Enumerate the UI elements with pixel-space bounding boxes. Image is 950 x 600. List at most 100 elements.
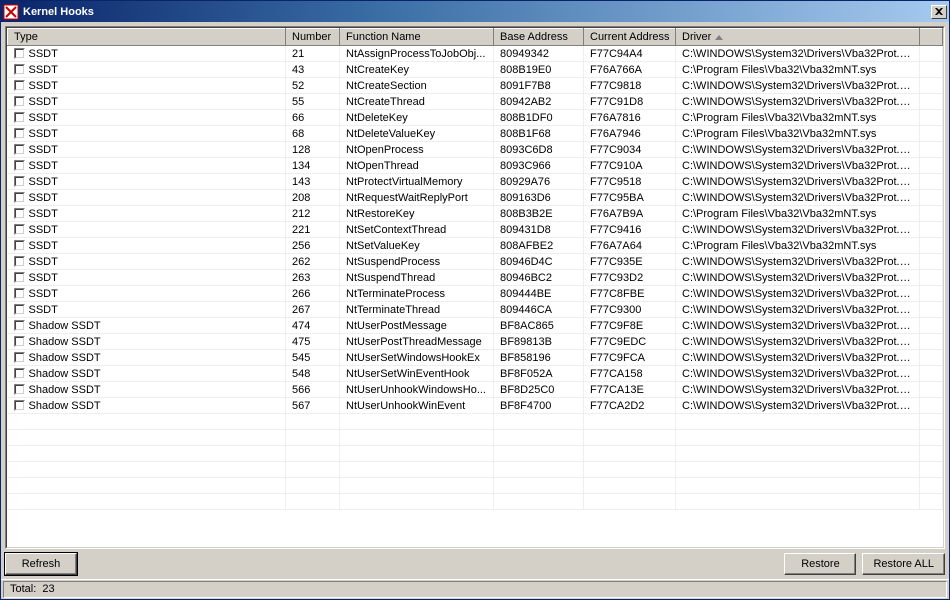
checkbox-icon[interactable] — [14, 256, 25, 267]
cell-type-text: SSDT — [29, 48, 58, 60]
table-row[interactable]: SSDT43NtCreateKey808B19E0F76A766AC:\Prog… — [8, 62, 943, 78]
listview-border-inner: Type Number Function Name Base Address C… — [6, 27, 944, 548]
cell-driver: C:\WINDOWS\System32\Drivers\Vba32Prot.sy… — [676, 270, 920, 286]
checkbox-icon[interactable] — [14, 160, 25, 171]
checkbox-icon[interactable] — [14, 208, 25, 219]
checkbox-icon[interactable] — [14, 176, 25, 187]
cell-tail — [920, 126, 943, 142]
listview-border-outer: Type Number Function Name Base Address C… — [5, 26, 945, 549]
checkbox-icon[interactable] — [14, 368, 25, 379]
cell-current-address: F76A7B9A — [584, 206, 676, 222]
sort-asc-icon — [715, 35, 723, 40]
table-row[interactable]: SSDT266NtTerminateProcess809444BEF77C8FB… — [8, 286, 943, 302]
cell-type-text: SSDT — [29, 128, 58, 140]
table-row[interactable]: SSDT263NtSuspendThread80946BC2F77C93D2C:… — [8, 270, 943, 286]
cell-current-address: F77C9818 — [584, 78, 676, 94]
cell-current-address: F77C910A — [584, 158, 676, 174]
cell-number: 567 — [286, 398, 340, 414]
close-icon — [935, 8, 943, 15]
table-row[interactable]: SSDT52NtCreateSection8091F7B8F77C9818C:\… — [8, 78, 943, 94]
checkbox-icon[interactable] — [14, 288, 25, 299]
refresh-button[interactable]: Refresh — [5, 553, 77, 575]
checkbox-icon[interactable] — [14, 320, 25, 331]
column-header-function-name[interactable]: Function Name — [340, 29, 494, 46]
cell-current-address: F77C9034 — [584, 142, 676, 158]
cell-base-address: 809444BE — [494, 286, 584, 302]
table-row[interactable]: SSDT55NtCreateThread80942AB2F77C91D8C:\W… — [8, 94, 943, 110]
restore-button[interactable]: Restore — [784, 553, 856, 575]
table-row[interactable]: SSDT208NtRequestWaitReplyPort809163D6F77… — [8, 190, 943, 206]
checkbox-icon[interactable] — [14, 48, 25, 59]
restore-all-button[interactable]: Restore ALL — [862, 553, 945, 575]
checkbox-icon[interactable] — [14, 352, 25, 363]
cell-driver: C:\WINDOWS\System32\Drivers\Vba32Prot.sy… — [676, 286, 920, 302]
cell-function-name: NtUserSetWindowsHookEx — [340, 350, 494, 366]
checkbox-icon[interactable] — [14, 112, 25, 123]
checkbox-icon[interactable] — [14, 128, 25, 139]
table-row[interactable]: SSDT143NtProtectVirtualMemory80929A76F77… — [8, 174, 943, 190]
column-header-driver[interactable]: Driver — [676, 29, 920, 46]
column-header-number[interactable]: Number — [286, 29, 340, 46]
checkbox-icon[interactable] — [14, 400, 25, 411]
column-header-base-address[interactable]: Base Address — [494, 29, 584, 46]
table-row[interactable]: SSDT134NtOpenThread8093C966F77C910AC:\WI… — [8, 158, 943, 174]
table-row[interactable]: SSDT128NtOpenProcess8093C6D8F77C9034C:\W… — [8, 142, 943, 158]
table-row[interactable]: Shadow SSDT548NtUserSetWinEventHookBF8F0… — [8, 366, 943, 382]
cell-current-address: F77C91D8 — [584, 94, 676, 110]
cell-number: 267 — [286, 302, 340, 318]
cell-base-address: 8093C966 — [494, 158, 584, 174]
table-row[interactable]: Shadow SSDT566NtUserUnhookWindowsHo...BF… — [8, 382, 943, 398]
checkbox-icon[interactable] — [14, 96, 25, 107]
column-header-current-address[interactable]: Current Address — [584, 29, 676, 46]
cell-driver: C:\WINDOWS\System32\Drivers\Vba32Prot.sy… — [676, 94, 920, 110]
cell-tail — [920, 302, 943, 318]
checkbox-icon[interactable] — [14, 224, 25, 235]
column-header-driver-label: Driver — [682, 31, 711, 43]
checkbox-icon[interactable] — [14, 384, 25, 395]
table-row[interactable]: SSDT221NtSetContextThread809431D8F77C941… — [8, 222, 943, 238]
checkbox-icon[interactable] — [14, 64, 25, 75]
hooks-table: Type Number Function Name Base Address C… — [7, 28, 943, 510]
cell-driver: C:\Program Files\Vba32\Vba32mNT.sys — [676, 62, 920, 78]
table-row[interactable]: Shadow SSDT475NtUserPostThreadMessageBF8… — [8, 334, 943, 350]
column-header-base-label: Base Address — [500, 31, 568, 43]
cell-base-address: 809163D6 — [494, 190, 584, 206]
close-button[interactable] — [931, 5, 947, 19]
cell-type: SSDT — [8, 286, 286, 302]
checkbox-icon[interactable] — [14, 80, 25, 91]
cell-type-text: SSDT — [29, 112, 58, 124]
checkbox-icon[interactable] — [14, 192, 25, 203]
cell-tail — [920, 238, 943, 254]
table-row[interactable]: Shadow SSDT567NtUserUnhookWinEventBF8F47… — [8, 398, 943, 414]
cell-base-address: 808B3B2E — [494, 206, 584, 222]
cell-tail — [920, 382, 943, 398]
cell-current-address: F76A7A64 — [584, 238, 676, 254]
column-header-type[interactable]: Type — [8, 29, 286, 46]
checkbox-icon[interactable] — [14, 144, 25, 155]
titlebar[interactable]: Kernel Hooks — [1, 1, 949, 22]
checkbox-icon[interactable] — [14, 272, 25, 283]
table-row[interactable]: Shadow SSDT545NtUserSetWindowsHookExBF85… — [8, 350, 943, 366]
table-row[interactable]: SSDT256NtSetValueKey808AFBE2F76A7A64C:\P… — [8, 238, 943, 254]
checkbox-icon[interactable] — [14, 240, 25, 251]
cell-tail — [920, 174, 943, 190]
column-header-tail[interactable] — [920, 29, 943, 46]
table-row[interactable]: SSDT262NtSuspendProcess80946D4CF77C935EC… — [8, 254, 943, 270]
table-row[interactable]: SSDT68NtDeleteValueKey808B1F68F76A7946C:… — [8, 126, 943, 142]
cell-current-address: F77C94A4 — [584, 46, 676, 62]
table-row[interactable]: Shadow SSDT474NtUserPostMessageBF8AC865F… — [8, 318, 943, 334]
cell-type: SSDT — [8, 206, 286, 222]
cell-function-name: NtTerminateProcess — [340, 286, 494, 302]
table-row[interactable]: SSDT212NtRestoreKey808B3B2EF76A7B9AC:\Pr… — [8, 206, 943, 222]
checkbox-icon[interactable] — [14, 304, 25, 315]
cell-type-text: SSDT — [29, 224, 58, 236]
cell-number: 52 — [286, 78, 340, 94]
cell-driver: C:\WINDOWS\System32\Drivers\Vba32Prot.sy… — [676, 366, 920, 382]
table-row[interactable]: SSDT267NtTerminateThread809446CAF77C9300… — [8, 302, 943, 318]
listview-scroll[interactable]: Type Number Function Name Base Address C… — [7, 28, 943, 547]
table-row[interactable]: SSDT66NtDeleteKey808B1DF0F76A7816C:\Prog… — [8, 110, 943, 126]
table-row[interactable]: SSDT21NtAssignProcessToJobObj...80949342… — [8, 46, 943, 62]
checkbox-icon[interactable] — [14, 336, 25, 347]
cell-base-address: 8091F7B8 — [494, 78, 584, 94]
cell-type: SSDT — [8, 94, 286, 110]
